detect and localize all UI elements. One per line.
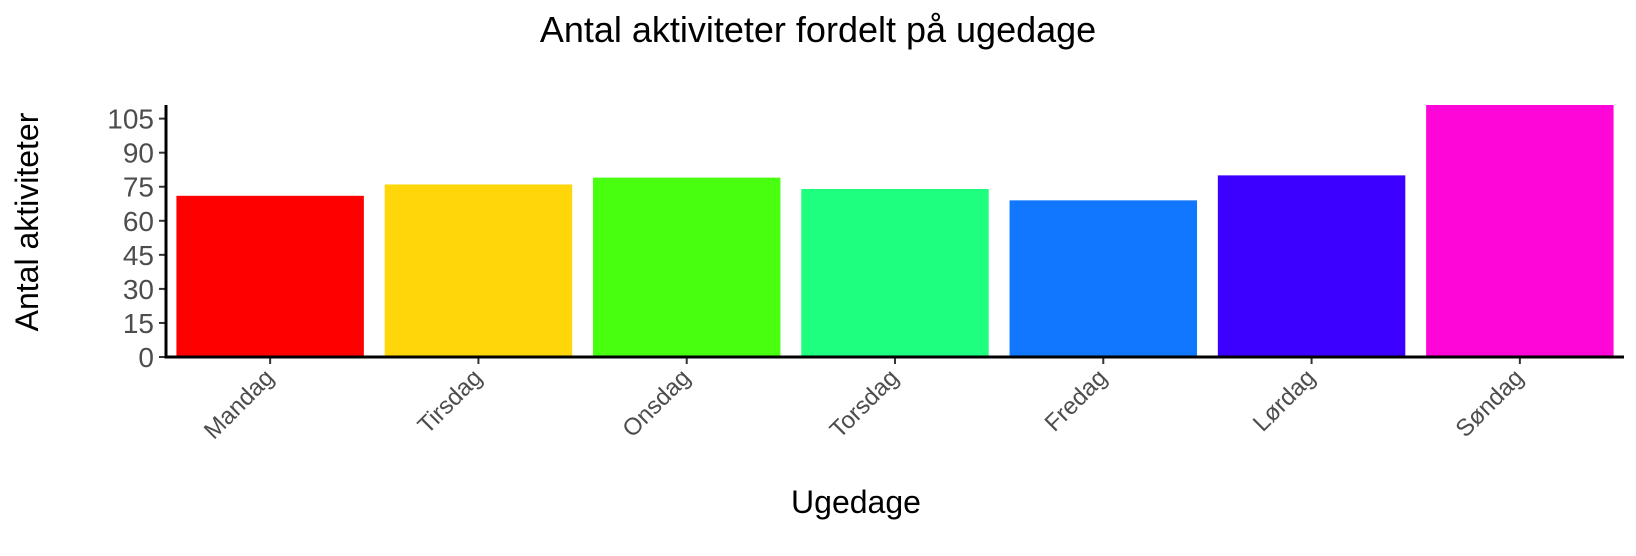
y-tick-label: 60 (123, 206, 154, 237)
bar-lordag (1217, 175, 1406, 357)
y-tick-label: 30 (123, 274, 154, 305)
x-tick-label: Mandag (199, 364, 279, 444)
bars (176, 105, 1614, 357)
y-tick-label: 75 (123, 172, 154, 203)
x-tick-label: Torsdag (825, 364, 904, 443)
x-axis-ticks: Mandag Tirsdag Onsdag Torsdag Fredag Lørdag Sø… (199, 357, 1529, 445)
bar-sondag (1426, 105, 1614, 357)
bar-fredag (1009, 200, 1198, 357)
bar-mandag (176, 195, 364, 357)
bar-onsdag (592, 177, 781, 357)
x-tick-label: Fredag (1040, 364, 1113, 437)
x-axis-title: Ugedage (791, 484, 921, 520)
x-tick-label: Søndag (1451, 364, 1530, 443)
y-axis-title: Antal aktiviteter (9, 112, 45, 331)
y-tick-label: 105 (107, 104, 154, 135)
bar-tirsdag (384, 184, 573, 357)
y-tick-label: 15 (123, 308, 154, 339)
x-tick-label: Onsdag (617, 364, 696, 443)
bar-torsdag (801, 189, 989, 357)
y-tick-label: 0 (138, 342, 154, 373)
x-tick-label: Lørdag (1248, 364, 1321, 437)
y-tick-label: 90 (123, 138, 154, 169)
x-tick-label: Tirsdag (413, 364, 488, 439)
y-tick-label: 45 (123, 240, 154, 271)
chart-title: Antal aktiviteter fordelt på ugedage (540, 9, 1096, 50)
